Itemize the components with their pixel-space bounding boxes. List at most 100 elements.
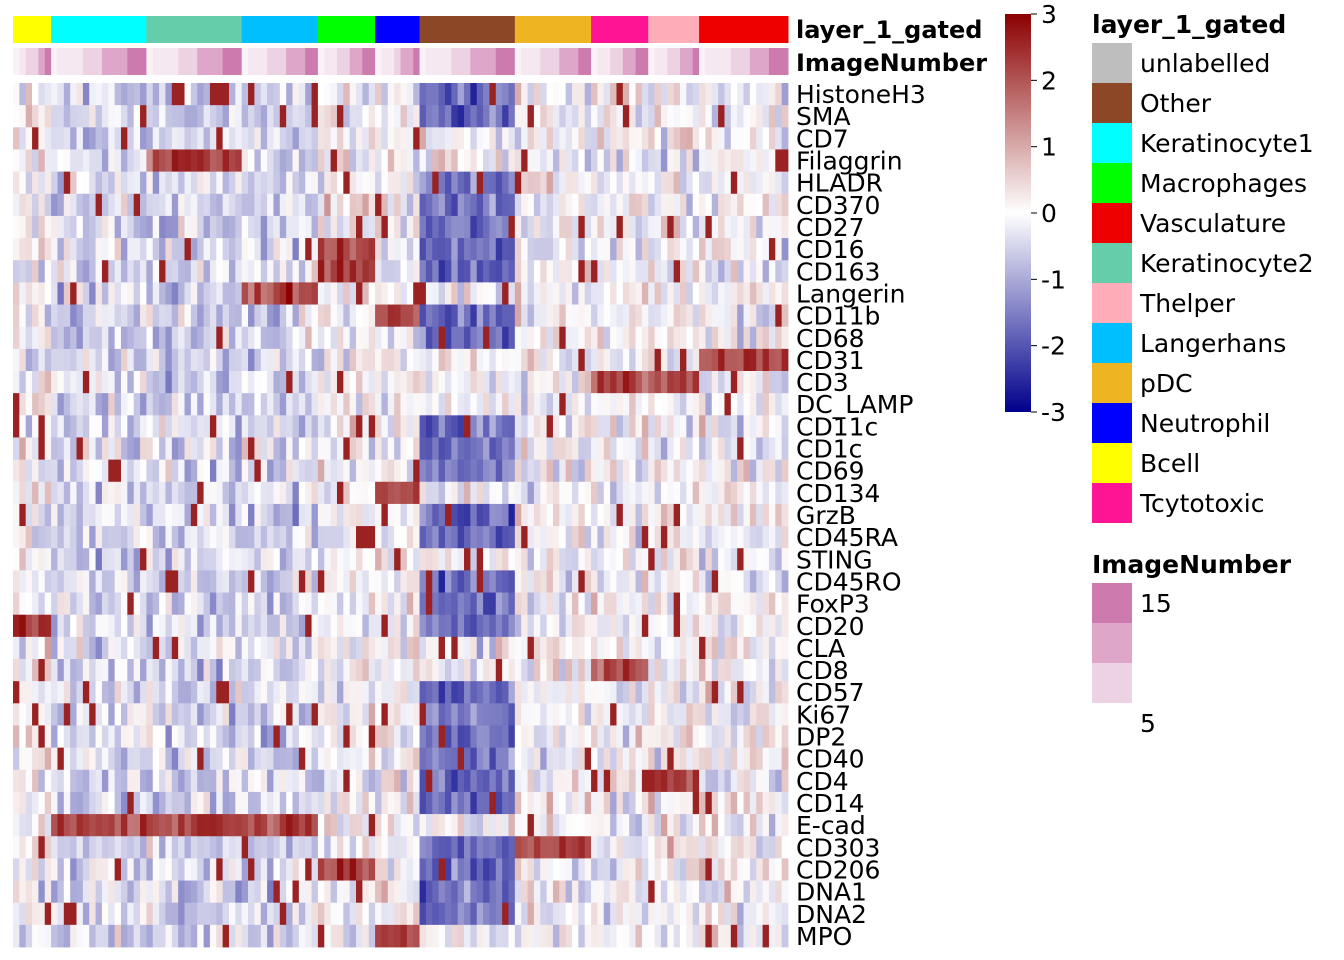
heatmap-cell (591, 260, 598, 283)
heatmap-cell (673, 105, 681, 128)
heatmap-cell (699, 769, 706, 793)
heatmap-cell (165, 348, 173, 372)
heatmap-cell (660, 193, 668, 217)
heatmap-cell (63, 902, 71, 926)
heatmap-cell (25, 371, 33, 394)
heatmap-cell (711, 105, 719, 128)
heatmap-cell (641, 592, 649, 616)
heatmap-cell (489, 260, 497, 283)
heatmap-cell (95, 437, 103, 461)
heatmap-cell (375, 171, 382, 195)
heatmap-cell (527, 481, 535, 505)
heatmap-cell (330, 614, 338, 638)
heatmap-cell (330, 659, 338, 682)
heatmap-cell (216, 415, 224, 438)
heatmap-cell (394, 83, 401, 106)
heatmap-cell (362, 747, 370, 771)
heatmap-cell (336, 659, 344, 682)
heatmap-cell (108, 149, 116, 173)
heatmap-cell (610, 814, 617, 837)
heatmap-cell (610, 747, 617, 771)
heatmap-cell (292, 659, 300, 682)
heatmap-cell (114, 105, 122, 128)
heatmap-cell (457, 814, 465, 837)
heatmap-cell (775, 459, 783, 483)
heatmap-cell (120, 105, 128, 128)
heatmap-cell (521, 592, 528, 616)
heatmap-cell (768, 636, 776, 660)
heatmap-cell (140, 791, 147, 815)
heatmap-cell (425, 171, 433, 195)
heatmap-cell (394, 415, 401, 438)
heatmap-cell (375, 703, 382, 726)
heatmap-cell (101, 681, 109, 704)
image-annotation-cell (159, 48, 166, 75)
heatmap-cell (718, 791, 725, 815)
heatmap-cell (19, 415, 27, 438)
heatmap-cell (737, 282, 744, 305)
heatmap-cell (114, 725, 122, 749)
heatmap-cell (127, 791, 135, 815)
heatmap-cell (101, 371, 109, 394)
heatmap-cell (603, 459, 611, 483)
heatmap-cell (495, 238, 503, 261)
heatmap-cell (680, 481, 687, 505)
heatmap-cell (667, 371, 675, 394)
heatmap-cell (57, 238, 65, 261)
heatmap-cell (178, 924, 185, 948)
heatmap-cell (178, 681, 185, 704)
heatmap-cell (667, 282, 675, 305)
heatmap-cell (279, 481, 287, 505)
heatmap-cell (762, 371, 770, 394)
heatmap-cell (387, 215, 395, 239)
heatmap-cell (349, 570, 357, 593)
heatmap-cell (406, 260, 414, 283)
heatmap-cell (699, 725, 706, 749)
heatmap-cell (63, 725, 71, 749)
heatmap-cell (476, 238, 484, 261)
heatmap-cell (756, 570, 763, 593)
heatmap-cell (527, 238, 535, 261)
heatmap-cell (114, 481, 122, 505)
heatmap-cell (762, 193, 770, 217)
heatmap-cell (654, 769, 662, 793)
heatmap-cell (120, 260, 128, 283)
heatmap-cell (394, 149, 401, 173)
heatmap-cell (406, 725, 414, 749)
heatmap-cell (591, 814, 598, 837)
heatmap-cell (425, 326, 433, 350)
heatmap-cell (76, 326, 84, 350)
heatmap-cell (292, 526, 300, 549)
heatmap-cell (546, 415, 554, 438)
heatmap-cell (457, 681, 465, 704)
heatmap-cell (603, 659, 611, 682)
heatmap-cell (705, 260, 713, 283)
heatmap-cell (432, 393, 440, 416)
heatmap-cell (76, 725, 84, 749)
image-annotation-cell (565, 48, 573, 75)
heatmap-cell (584, 371, 592, 394)
heatmap-cell (438, 747, 446, 771)
legend-swatch (1092, 43, 1132, 83)
heatmap-cell (629, 371, 636, 394)
heatmap-cell (387, 614, 395, 638)
heatmap-cell (375, 614, 382, 638)
heatmap-cell (375, 149, 382, 173)
heatmap-cell (572, 681, 579, 704)
heatmap-cell (572, 304, 579, 328)
heatmap-cell (616, 681, 624, 704)
heatmap-cell (70, 924, 77, 948)
heatmap-cell (502, 814, 509, 837)
heatmap-cell (70, 725, 77, 749)
heatmap-cell (546, 659, 554, 682)
heatmap-cell (616, 747, 624, 771)
heatmap-cell (267, 747, 274, 771)
heatmap-cell (692, 459, 700, 483)
heatmap-cell (438, 459, 446, 483)
heatmap-cell (248, 238, 255, 261)
heatmap-cell (279, 614, 287, 638)
heatmap-cell (432, 636, 440, 660)
heatmap-cell (19, 326, 27, 350)
image-annotation-cell (101, 48, 109, 75)
heatmap-cell (489, 725, 497, 749)
